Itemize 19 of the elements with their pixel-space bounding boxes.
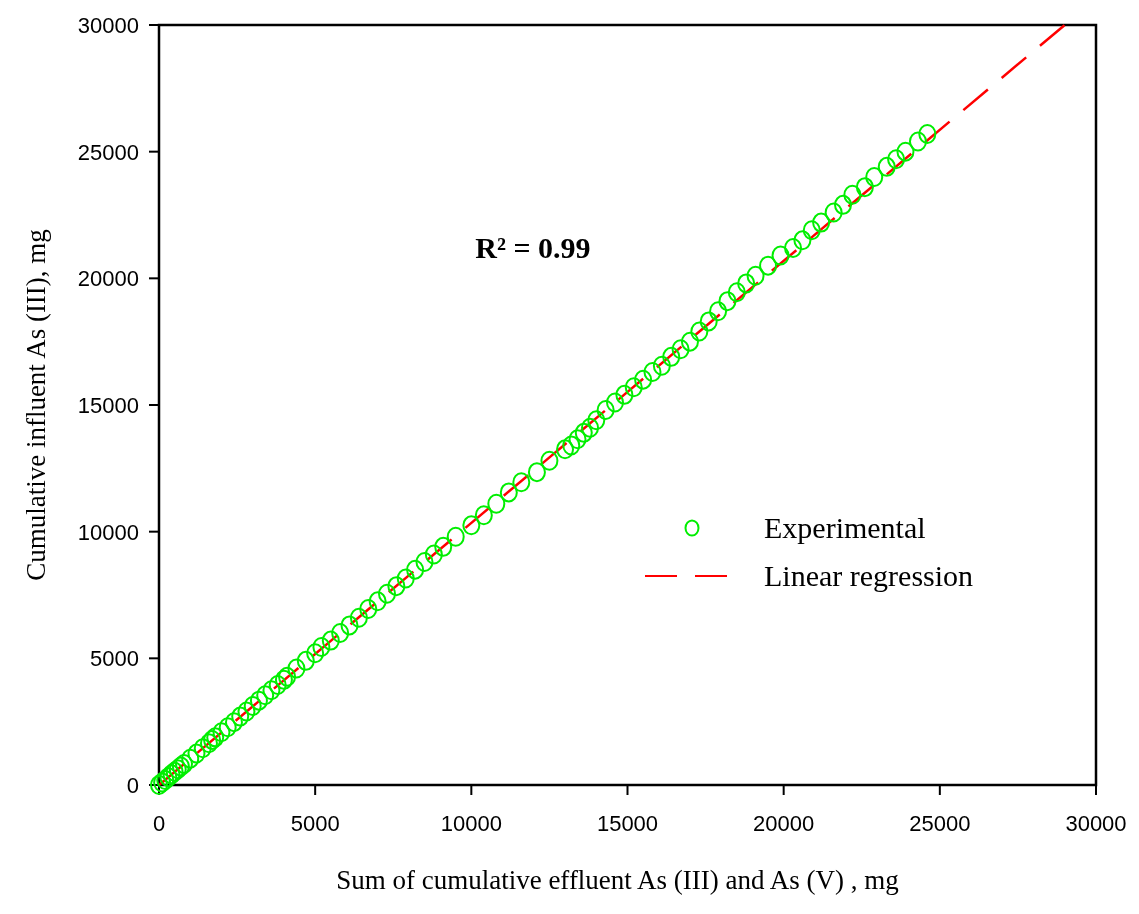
x-tick-label: 15000 [596, 811, 659, 836]
y-tick-label: 10000 [77, 519, 139, 545]
y-tick-label: 0 [126, 773, 139, 798]
y-tick-label: 5000 [90, 646, 139, 672]
legend-label: Linear regression [764, 559, 974, 592]
x-tick-label: 20000 [753, 811, 815, 836]
x-tick-label: 0 [152, 811, 166, 836]
x-tick-label: 30000 [1065, 811, 1127, 836]
legend-label: Experimental [764, 511, 926, 544]
x-axis-title: Sum of cumulative effluent As (III) and As (V) , mg [336, 865, 899, 895]
y-tick-label: 30000 [77, 13, 139, 38]
annotation: R² = 0.99 [475, 231, 591, 264]
x-tick-label: 25000 [909, 811, 971, 836]
y-tick-label: 15000 [77, 393, 139, 418]
x-tick-label: 5000 [290, 811, 340, 836]
y-tick-label: 25000 [77, 139, 139, 165]
y-axis-title: Cumulative influent As (III), mg [21, 229, 51, 581]
y-tick-label: 20000 [77, 266, 139, 292]
x-tick-label: 10000 [440, 811, 502, 836]
